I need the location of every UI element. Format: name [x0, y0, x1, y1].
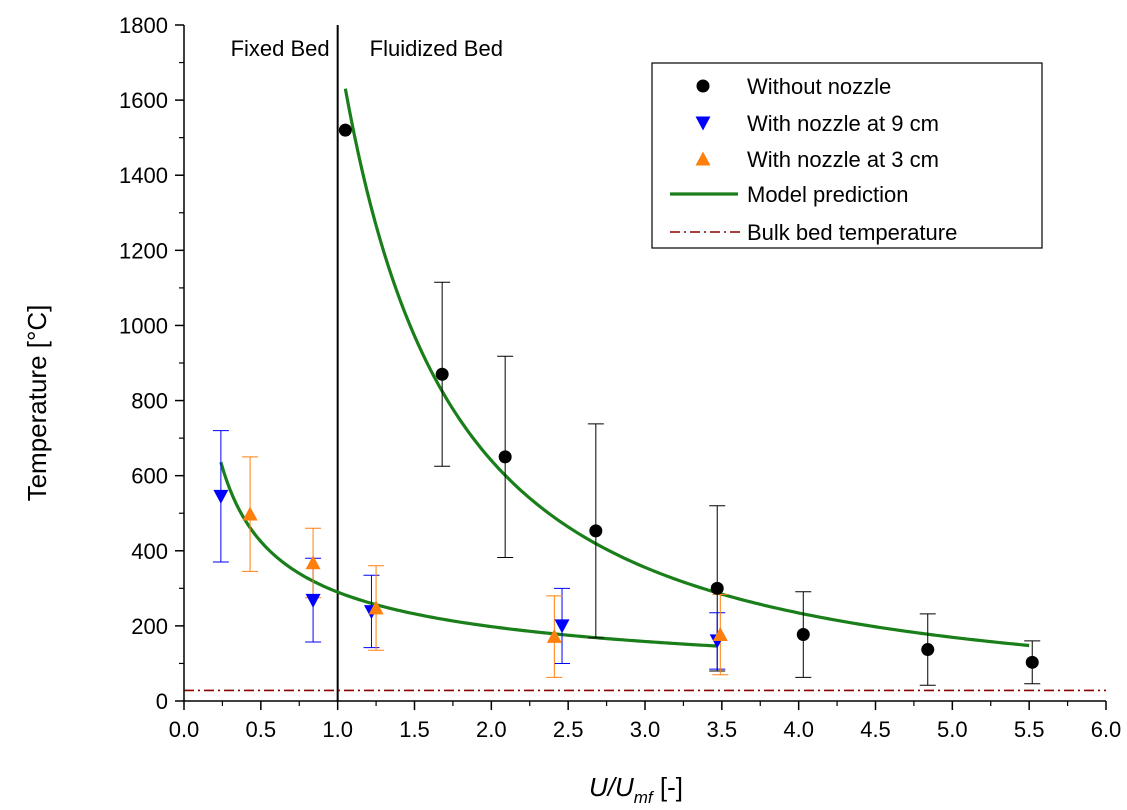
data-point-circle: [710, 581, 724, 595]
legend-label: Bulk bed temperature: [747, 220, 957, 245]
legend-box: [651, 62, 1043, 249]
x-tick-label: 4.0: [783, 717, 814, 742]
y-axis-title: Temperature [°C]: [22, 305, 52, 502]
legend-label: Without nozzle: [747, 74, 891, 99]
data-point-triangle-up: [368, 600, 384, 615]
data-point-circle: [338, 123, 352, 137]
y-tick-label: 600: [131, 464, 168, 489]
y-tick-label: 400: [131, 539, 168, 564]
y-tick-label: 200: [131, 614, 168, 639]
x-tick-label: 4.5: [860, 717, 891, 742]
data-point-circle: [796, 628, 810, 642]
x-tick-label: 1.0: [322, 717, 353, 742]
data-point-triangle-down: [305, 593, 321, 608]
model-curve-without-nozzle: [343, 88, 1030, 648]
data-point-triangle-up: [546, 628, 562, 643]
x-tick-label: 3.0: [630, 717, 661, 742]
x-tick-label: 6.0: [1091, 717, 1122, 742]
x-tick-label: 0.0: [169, 717, 200, 742]
legend-symbol-triangle-up: [695, 151, 711, 166]
data-point-circle: [435, 367, 449, 381]
data-markers: [213, 123, 1039, 669]
x-tick-label: 5.0: [937, 717, 968, 742]
y-tick-label: 0: [156, 689, 168, 714]
y-tick-label: 800: [131, 389, 168, 414]
legend-symbol-triangle-down: [695, 116, 711, 131]
legend-symbol-circle: [696, 79, 710, 93]
data-point-triangle-down: [213, 489, 229, 504]
data-point-circle: [921, 643, 935, 657]
axes: [175, 24, 1107, 710]
x-tick-label: 2.0: [476, 717, 507, 742]
x-axis-title: U/Umf [-]: [589, 772, 683, 807]
y-tick-label: 1800: [119, 13, 168, 38]
x-tick-label: 2.5: [553, 717, 584, 742]
legend: Without nozzle With nozzle at 9 cm With no…: [651, 62, 1043, 249]
data-point-circle: [1025, 655, 1039, 669]
model-curve-with-nozzle: [219, 461, 718, 648]
data-point-triangle-up: [242, 506, 258, 521]
y-tick-label: 1000: [119, 313, 168, 338]
model-curves: [219, 88, 1030, 648]
x-tick-label: 0.5: [246, 717, 277, 742]
y-tick-label: 1600: [119, 88, 168, 113]
data-point-triangle-up: [305, 555, 321, 570]
legend-label: With nozzle at 3 cm: [747, 147, 939, 172]
data-point-triangle-down: [554, 619, 570, 634]
x-tick-label: 3.5: [707, 717, 738, 742]
x-axis-title-main: U/U: [589, 772, 634, 802]
x-axis-title-unit: [-]: [653, 772, 683, 802]
region-labels: Fixed Bed Fluidized Bed: [231, 36, 503, 61]
region-label-fixed-bed: Fixed Bed: [231, 36, 330, 61]
x-tick-label: 5.5: [1014, 717, 1045, 742]
region-label-fluidized-bed: Fluidized Bed: [370, 36, 503, 61]
y-tick-label: 1400: [119, 163, 168, 188]
data-point-circle: [498, 450, 512, 464]
tick-labels: 0.0 0.5 1.0 1.5 2.0 2.5 3.0 3.5 4.0 4.5 5.0 5.5 6.0 0…: [119, 13, 1121, 742]
x-axis-title-subscript: mf: [634, 788, 655, 807]
y-tick-label: 1200: [119, 238, 168, 263]
data-point-circle: [589, 524, 603, 538]
legend-label: Model prediction: [747, 182, 908, 207]
legend-label: With nozzle at 9 cm: [747, 111, 939, 136]
x-tick-label: 1.5: [399, 717, 430, 742]
data-point-triangle-up: [712, 627, 728, 642]
